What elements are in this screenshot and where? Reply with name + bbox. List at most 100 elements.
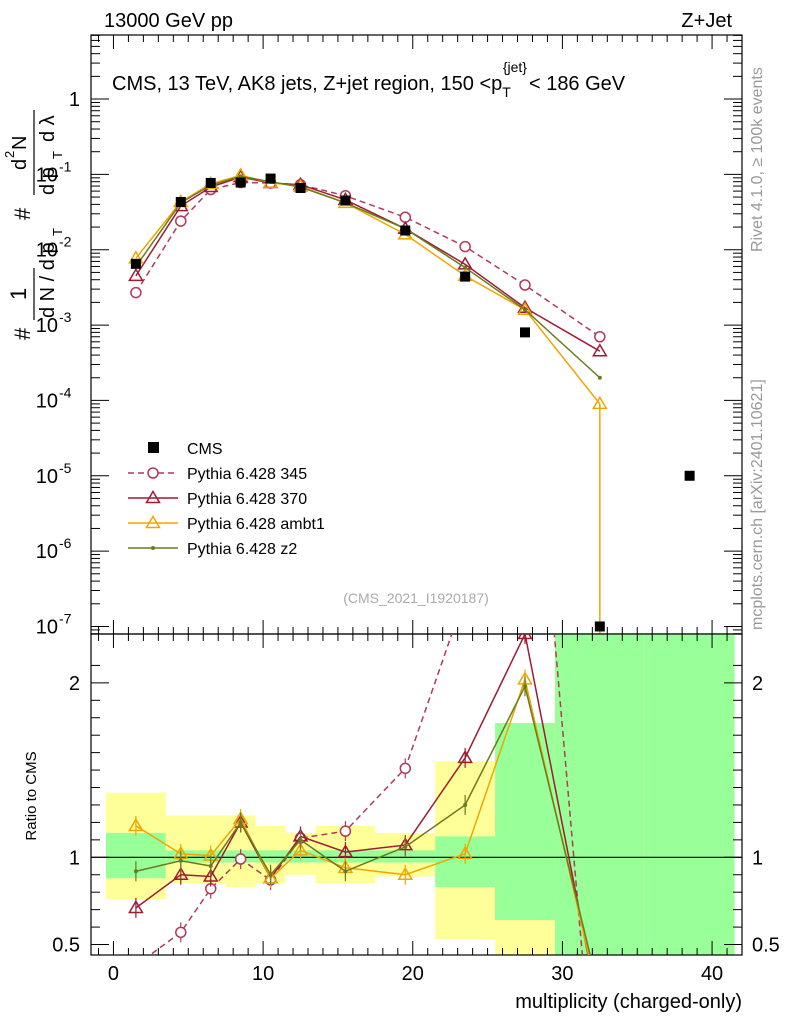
svg-text:#: # bbox=[10, 327, 35, 340]
y-tick-label: 10 bbox=[36, 315, 58, 337]
header-beam-energy: 13000 GeV pp bbox=[104, 10, 233, 32]
cms-point bbox=[265, 173, 276, 184]
svg-text:#: # bbox=[10, 207, 35, 220]
ratio-point bbox=[128, 817, 144, 832]
ratio-series bbox=[128, 634, 591, 970]
series-point bbox=[523, 307, 527, 312]
cms-point bbox=[130, 258, 141, 269]
ratio-point bbox=[403, 844, 408, 849]
header-process: Z+Jet bbox=[681, 10, 732, 32]
band-stat bbox=[554, 634, 645, 955]
legend-marker bbox=[145, 490, 161, 504]
cms-point bbox=[460, 271, 471, 282]
ratio-panel: 0 10 20 30 40 0.5 0.5 1 1 2 2 bbox=[52, 35, 780, 985]
ratio-point bbox=[238, 820, 243, 825]
svg-text:d p: d p bbox=[37, 167, 59, 195]
main-series bbox=[128, 167, 608, 634]
ratio-point bbox=[397, 866, 414, 881]
series-line bbox=[135, 176, 601, 352]
svg-text:N: N bbox=[9, 136, 31, 150]
band-stat bbox=[644, 634, 735, 955]
main-y-ticks: 110-110-210-310-410-510-610-7 bbox=[36, 34, 742, 638]
y-tick-exponent: -4 bbox=[59, 384, 72, 400]
y-tick-label: 10 bbox=[36, 240, 58, 262]
y-tick-label: 10 bbox=[36, 164, 58, 186]
annotations: CMS, 13 TeV, AK8 jets, Z+jet region, 150… bbox=[23, 59, 742, 1013]
series-line bbox=[135, 174, 601, 405]
ratio-y-ticks: 0.5 0.5 1 1 2 2 bbox=[52, 664, 780, 957]
band-stat bbox=[255, 850, 286, 863]
svg-text:1: 1 bbox=[6, 288, 31, 300]
band-stat bbox=[495, 722, 555, 921]
ratio-point bbox=[234, 853, 247, 865]
y-tick-label: 10 bbox=[36, 390, 58, 412]
y-tick-exponent: -3 bbox=[59, 309, 72, 325]
series-point bbox=[519, 279, 531, 291]
ratio-line bbox=[148, 634, 584, 955]
legend-label: CMS bbox=[187, 441, 223, 458]
y-tick-exponent: -1 bbox=[59, 158, 72, 174]
series-point bbox=[517, 301, 533, 316]
ratio-point bbox=[399, 762, 412, 775]
main-y-axis-label: # 1 d N / d p T # d 2 N d p T d λ bbox=[2, 110, 65, 340]
x-ticks: 0 10 20 30 40 bbox=[97, 35, 743, 985]
ratio-point bbox=[298, 837, 303, 842]
ratio-point bbox=[175, 926, 187, 939]
svg-text:d: d bbox=[9, 159, 31, 170]
ratio-point bbox=[128, 899, 144, 914]
ratio-tick-label-right: 1 bbox=[752, 847, 763, 869]
y-tick-label: 10 bbox=[36, 616, 58, 638]
source-url-label: mcplots.cern.ch [arXiv:2401.10621] bbox=[749, 379, 766, 630]
rivet-version-label: Rivet 4.1.0, ≥ 100k events bbox=[749, 67, 766, 252]
svg-text:2: 2 bbox=[2, 151, 17, 158]
y-tick-label: 10 bbox=[36, 466, 58, 488]
y-tick-exponent: -6 bbox=[59, 535, 72, 551]
ratio-tick-label-right: 0.5 bbox=[752, 935, 780, 957]
cms-point bbox=[340, 195, 351, 206]
series-point bbox=[128, 267, 144, 282]
legend-label: Pythia 6.428 ambt1 bbox=[187, 516, 325, 533]
ratio-tick-label-right: 2 bbox=[752, 673, 763, 695]
ratio-frame bbox=[90, 633, 743, 956]
cms-points bbox=[130, 173, 695, 632]
ratio-point bbox=[343, 869, 348, 874]
series-point bbox=[399, 211, 412, 223]
cms-point bbox=[684, 470, 695, 481]
ratio-point bbox=[208, 864, 213, 869]
legend-marker bbox=[151, 546, 155, 550]
legend-label: Pythia 6.428 z2 bbox=[187, 541, 297, 558]
series-point bbox=[592, 343, 608, 357]
ratio-point bbox=[172, 866, 189, 881]
cms-point bbox=[594, 621, 605, 632]
analysis-tag: (CMS_2021_I1920187) bbox=[343, 590, 489, 606]
legend-marker bbox=[145, 515, 161, 529]
cms-point bbox=[205, 177, 216, 188]
series-point bbox=[459, 240, 471, 253]
legend-marker bbox=[147, 467, 159, 479]
ratio-y-axis-label: Ratio to CMS bbox=[23, 751, 40, 840]
ratio-point bbox=[131, 960, 141, 970]
ratio-point bbox=[292, 842, 309, 856]
x-tick-label: 40 bbox=[701, 963, 723, 985]
y-tick-exponent: -7 bbox=[59, 610, 72, 626]
ratio-point bbox=[457, 845, 473, 860]
legend-label: Pythia 6.428 345 bbox=[187, 466, 307, 483]
svg-text:d λ: d λ bbox=[37, 115, 59, 142]
x-tick-label: 0 bbox=[108, 963, 119, 985]
ratio-point bbox=[339, 825, 352, 837]
svg-text:d N / d p: d N / d p bbox=[37, 242, 59, 318]
legend-cms-marker bbox=[148, 442, 159, 453]
ratio-point bbox=[523, 684, 527, 689]
ratio-point bbox=[202, 868, 219, 882]
series-line bbox=[135, 175, 601, 379]
ratio-point bbox=[337, 844, 354, 858]
x-tick-label: 10 bbox=[252, 963, 274, 985]
ratio-bands bbox=[105, 634, 735, 955]
cms-point bbox=[175, 197, 186, 208]
ratio-point bbox=[517, 634, 533, 640]
cms-point bbox=[295, 182, 306, 193]
series-point bbox=[463, 265, 468, 270]
svg-text:T: T bbox=[50, 228, 65, 236]
